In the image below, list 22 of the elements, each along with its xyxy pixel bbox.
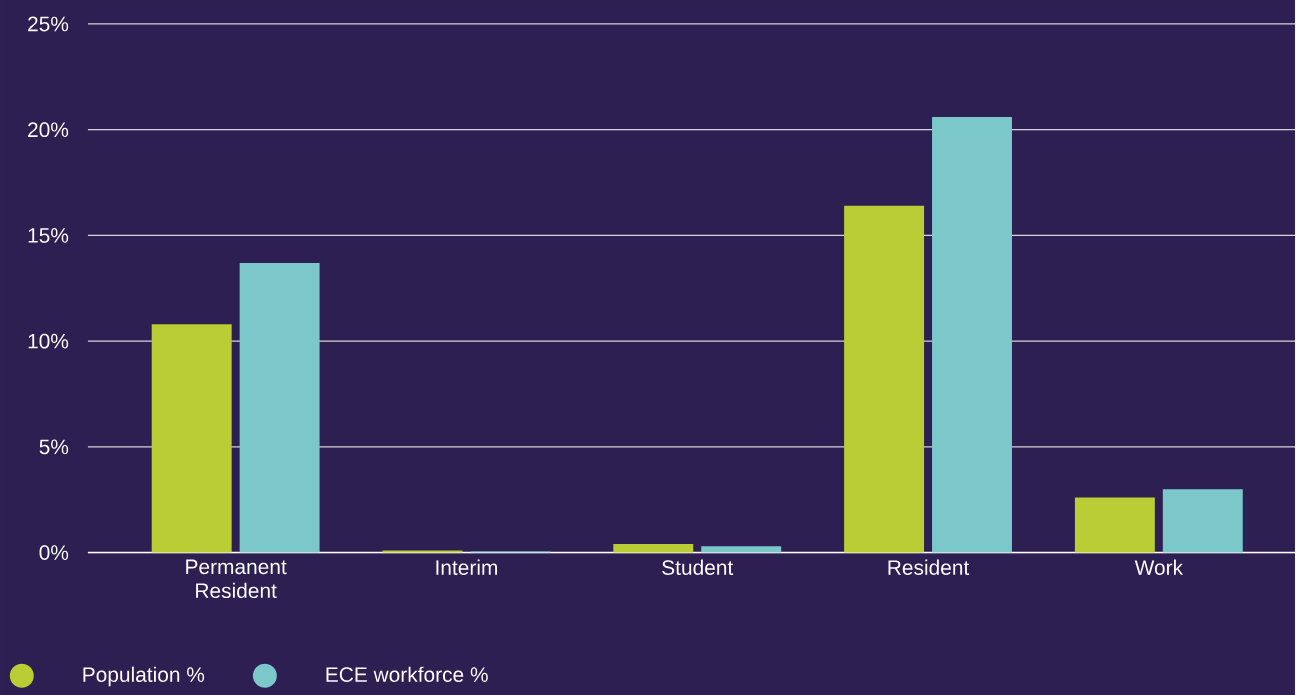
bar: [932, 116, 1012, 553]
x-tick-label: Resident: [888, 559, 970, 575]
bar: [382, 550, 463, 553]
x-tick-label: Work: [1134, 559, 1184, 575]
y-tick-label: 0%: [39, 544, 69, 560]
y-tick-label: 10%: [28, 333, 69, 349]
x-tick-label: Permanent Resident: [186, 559, 287, 598]
bar: [1162, 488, 1243, 553]
bar: [844, 205, 925, 553]
y-tick-label: 5%: [39, 439, 69, 454]
y-tick-label: 25%: [28, 16, 69, 32]
bar: [151, 324, 232, 553]
x-tick-label: Interim: [436, 559, 497, 575]
bar: [1074, 497, 1155, 553]
bar: [239, 262, 320, 553]
y-tick-label: 15%: [28, 227, 69, 243]
bar: [701, 546, 782, 553]
x-tick-label: Student: [662, 559, 734, 575]
legend-label: Population %: [83, 666, 205, 686]
legend-label: ECE workforce %: [326, 666, 488, 682]
bar: [613, 543, 694, 553]
y-tick-label: 20%: [28, 122, 69, 137]
